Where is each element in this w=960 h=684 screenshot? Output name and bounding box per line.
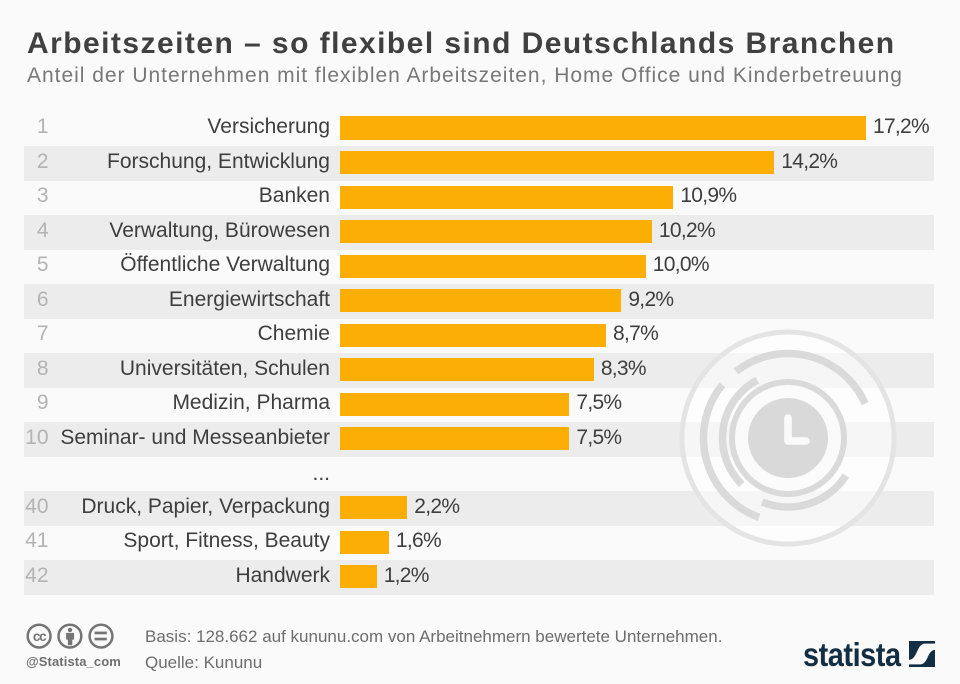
svg-text:cc: cc <box>33 629 47 644</box>
